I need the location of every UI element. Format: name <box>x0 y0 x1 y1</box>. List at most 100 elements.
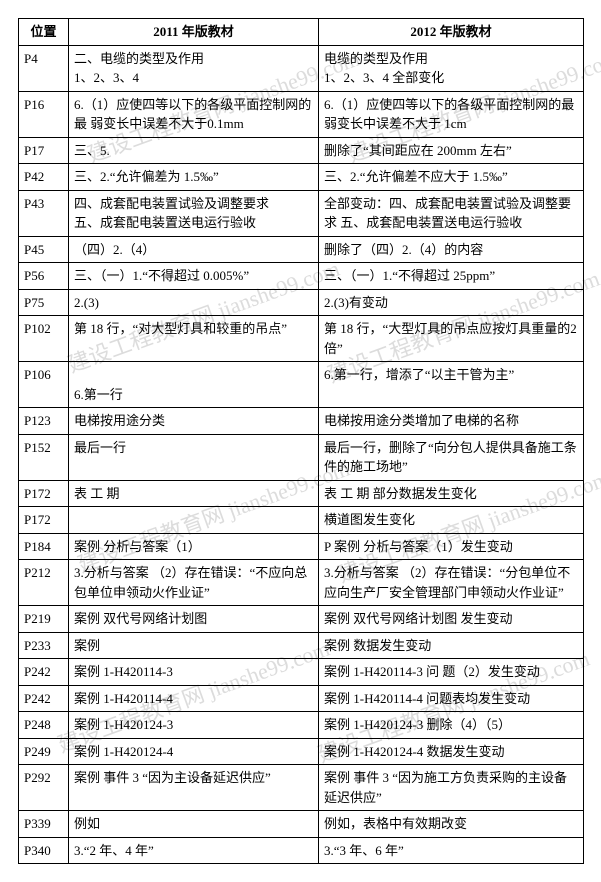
cell-position: P75 <box>19 289 69 316</box>
table-row: P4二、电缆的类型及作用1、2、3、4电缆的类型及作用1、2、3、4 全部变化 <box>19 45 584 91</box>
table-row: P3403.“2 年、4 年”3.“3 年、6 年” <box>19 837 584 864</box>
cell-position: P172 <box>19 507 69 534</box>
table-row: P42三、2.“允许偏差为 1.5‰”三、2.“允许偏差不应大于 1.5‰” <box>19 164 584 191</box>
cell-2011: 例如 <box>69 811 319 838</box>
cell-2012: 最后一行，删除了“向分包人提供具备施工条件的施工场地” <box>319 434 584 480</box>
table-row: P43四、成套配电装置试验及调整要求五、成套配电装置送电运行验收全部变动：四、成… <box>19 190 584 236</box>
table-row: P172表 工 期表 工 期 部分数据发生变化 <box>19 480 584 507</box>
col-header-position: 位置 <box>19 19 69 46</box>
comparison-table: 位置 2011 年版教材 2012 年版教材 P4二、电缆的类型及作用1、2、3… <box>18 18 584 864</box>
cell-position: P172 <box>19 480 69 507</box>
cell-position: P16 <box>19 91 69 137</box>
cell-position: P184 <box>19 533 69 560</box>
table-row: P242案例 1-H420114-3案例 1-H420114-3 问 题（2）发… <box>19 659 584 686</box>
cell-position: P242 <box>19 685 69 712</box>
cell-position: P292 <box>19 765 69 811</box>
cell-2012: 电缆的类型及作用1、2、3、4 全部变化 <box>319 45 584 91</box>
table-row: P45（四）2.（4）删除了（四）2.（4）的内容 <box>19 236 584 263</box>
cell-2012: 案例 1-H420114-3 问 题（2）发生变动 <box>319 659 584 686</box>
cell-2012: 案例 事件 3 “因为施工方负责采购的主设备延迟供应” <box>319 765 584 811</box>
cell-position: P152 <box>19 434 69 480</box>
cell-2012: 6.（1）应使四等以下的各级平面控制网的最弱变长中误差不大于 1cm <box>319 91 584 137</box>
col-header-2012: 2012 年版教材 <box>319 19 584 46</box>
cell-2011: 案例 事件 3 “因为主设备延迟供应” <box>69 765 319 811</box>
table-row: P56三、（一）1.“不得超过 0.005%”三、（一）1.“不得超过 25pp… <box>19 263 584 290</box>
cell-2012: 第 18 行，“大型灯具的吊点应按灯具重量的2 倍” <box>319 316 584 362</box>
table-row: P249案例 1-H420124-4案例 1-H420124-4 数据发生变动 <box>19 738 584 765</box>
cell-position: P339 <box>19 811 69 838</box>
table-row: P152最后一行最后一行，删除了“向分包人提供具备施工条件的施工场地” <box>19 434 584 480</box>
cell-position: P106 <box>19 362 69 408</box>
cell-position: P248 <box>19 712 69 739</box>
table-row: P184案例 分析与答案（1）P 案例 分析与答案（1）发生变动 <box>19 533 584 560</box>
cell-2011: 三、5. <box>69 137 319 164</box>
cell-2011: 6.第一行 <box>69 362 319 408</box>
cell-2012: 全部变动：四、成套配电装置试验及调整要求 五、成套配电装置送电运行验收 <box>319 190 584 236</box>
cell-2012: 案例 双代号网络计划图 发生变动 <box>319 606 584 633</box>
table-row: P752.(3)2.(3)有变动 <box>19 289 584 316</box>
table-row: P219案例 双代号网络计划图案例 双代号网络计划图 发生变动 <box>19 606 584 633</box>
cell-2011: （四）2.（4） <box>69 236 319 263</box>
cell-2012: 删除了（四）2.（4）的内容 <box>319 236 584 263</box>
cell-2012: 案例 1-H420114-4 问题表均发生变动 <box>319 685 584 712</box>
cell-position: P43 <box>19 190 69 236</box>
col-header-2011: 2011 年版教材 <box>69 19 319 46</box>
table-row: P339例如例如，表格中有效期改变 <box>19 811 584 838</box>
cell-position: P123 <box>19 408 69 435</box>
page: 建设工程教育网 jianshe99.com 建设工程教育网 jianshe99.… <box>0 0 601 882</box>
table-row: P242案例 1-H420114-4案例 1-H420114-4 问题表均发生变… <box>19 685 584 712</box>
cell-2011: 最后一行 <box>69 434 319 480</box>
cell-position: P212 <box>19 560 69 606</box>
cell-2012: 案例 1-H420124-4 数据发生变动 <box>319 738 584 765</box>
cell-2011: 案例 分析与答案（1） <box>69 533 319 560</box>
cell-2011: 案例 1-H420114-4 <box>69 685 319 712</box>
table-row: P123电梯按用途分类电梯按用途分类增加了电梯的名称 <box>19 408 584 435</box>
cell-2012: 例如，表格中有效期改变 <box>319 811 584 838</box>
cell-2011: 2.(3) <box>69 289 319 316</box>
cell-position: P249 <box>19 738 69 765</box>
cell-2012: 6.第一行，增添了“以主干管为主” <box>319 362 584 408</box>
cell-2012: 横道图发生变化 <box>319 507 584 534</box>
table-row: P102第 18 行，“对大型灯具和较重的吊点”第 18 行，“大型灯具的吊点应… <box>19 316 584 362</box>
cell-2011: 三、（一）1.“不得超过 0.005%” <box>69 263 319 290</box>
cell-position: P4 <box>19 45 69 91</box>
table-row: P172 横道图发生变化 <box>19 507 584 534</box>
cell-2011 <box>69 507 319 534</box>
cell-2011: 案例 1-H420114-3 <box>69 659 319 686</box>
cell-2011: 案例 1-H420124-3 <box>69 712 319 739</box>
cell-2011: 案例 1-H420124-4 <box>69 738 319 765</box>
cell-2012: 2.(3)有变动 <box>319 289 584 316</box>
cell-2012: 删除了“其间距应在 200mm 左右” <box>319 137 584 164</box>
cell-2012: 3.分析与答案 （2）存在错误：“分包单位不应向生产厂安全管理部门申领动火作业证… <box>319 560 584 606</box>
cell-position: P340 <box>19 837 69 864</box>
table-row: P2123.分析与答案 （2）存在错误：“不应向总包单位申领动火作业证”3.分析… <box>19 560 584 606</box>
cell-position: P45 <box>19 236 69 263</box>
cell-2011: 四、成套配电装置试验及调整要求五、成套配电装置送电运行验收 <box>69 190 319 236</box>
cell-2011: 案例 <box>69 632 319 659</box>
table-body: P4二、电缆的类型及作用1、2、3、4电缆的类型及作用1、2、3、4 全部变化P… <box>19 45 584 864</box>
cell-2011: 三、2.“允许偏差为 1.5‰” <box>69 164 319 191</box>
cell-position: P233 <box>19 632 69 659</box>
cell-2011: 3.分析与答案 （2）存在错误：“不应向总包单位申领动火作业证” <box>69 560 319 606</box>
cell-2012: 三、（一）1.“不得超过 25ppm” <box>319 263 584 290</box>
cell-position: P17 <box>19 137 69 164</box>
table-row: P17三、5.删除了“其间距应在 200mm 左右” <box>19 137 584 164</box>
cell-2011: 3.“2 年、4 年” <box>69 837 319 864</box>
table-row: P292案例 事件 3 “因为主设备延迟供应”案例 事件 3 “因为施工方负责采… <box>19 765 584 811</box>
cell-2012: 案例 数据发生变动 <box>319 632 584 659</box>
cell-2011: 表 工 期 <box>69 480 319 507</box>
cell-2012: 表 工 期 部分数据发生变化 <box>319 480 584 507</box>
cell-2011: 电梯按用途分类 <box>69 408 319 435</box>
table-row: P233案例案例 数据发生变动 <box>19 632 584 659</box>
cell-position: P42 <box>19 164 69 191</box>
cell-2012: 案例 1-H420124-3 删除（4）（5） <box>319 712 584 739</box>
cell-2012: 3.“3 年、6 年” <box>319 837 584 864</box>
cell-position: P242 <box>19 659 69 686</box>
table-row: P166.（1）应使四等以下的各级平面控制网的最 弱变长中误差不大于0.1mm6… <box>19 91 584 137</box>
cell-2012: 三、2.“允许偏差不应大于 1.5‰” <box>319 164 584 191</box>
table-header-row: 位置 2011 年版教材 2012 年版教材 <box>19 19 584 46</box>
cell-position: P102 <box>19 316 69 362</box>
table-row: P1066.第一行6.第一行，增添了“以主干管为主” <box>19 362 584 408</box>
cell-2012: 电梯按用途分类增加了电梯的名称 <box>319 408 584 435</box>
cell-position: P56 <box>19 263 69 290</box>
